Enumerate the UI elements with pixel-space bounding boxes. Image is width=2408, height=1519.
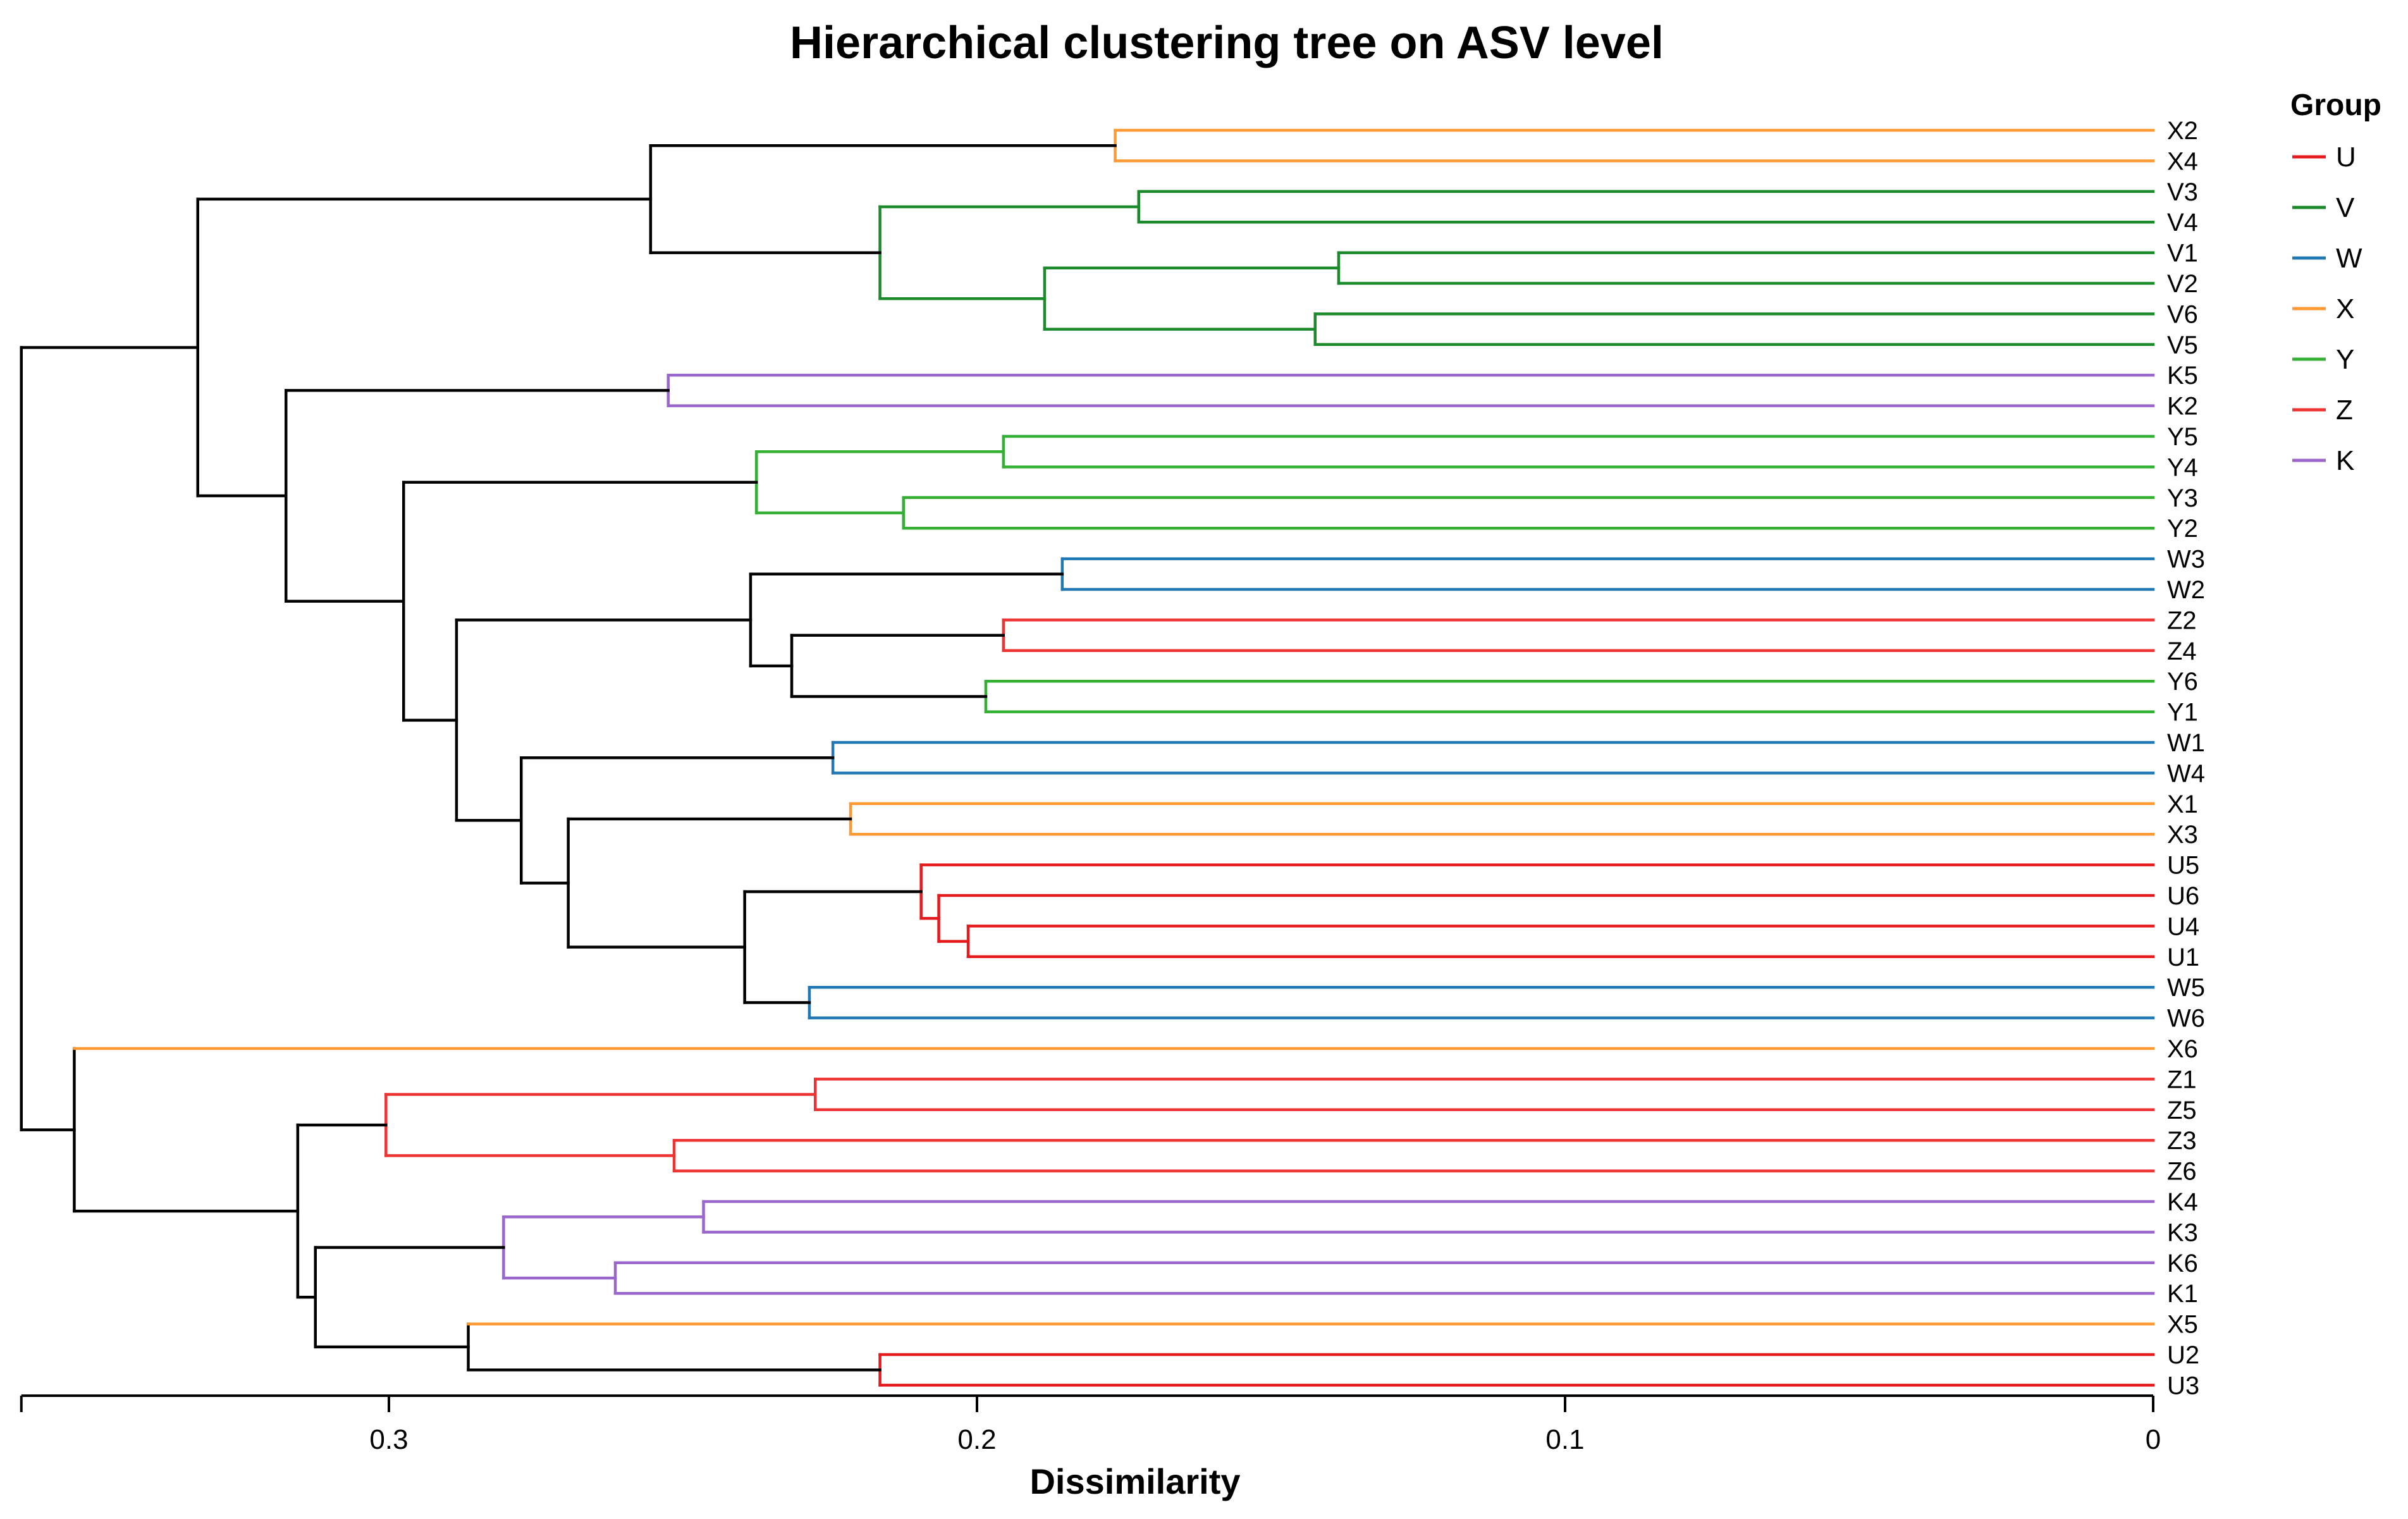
leaf-label: W6 (2167, 1005, 2205, 1033)
leaf-label: U2 (2167, 1341, 2199, 1369)
leaf-label: K2 (2167, 393, 2198, 421)
legend-label: U (2336, 142, 2356, 173)
legend-label: W (2336, 243, 2362, 274)
leaf-label: U3 (2167, 1372, 2199, 1399)
leaf-label: Z1 (2167, 1066, 2197, 1093)
leaf-label: V1 (2167, 240, 2198, 268)
leaf-label: Z2 (2167, 606, 2197, 634)
leaf-label: X4 (2167, 147, 2198, 175)
leaf-label: V3 (2167, 178, 2198, 206)
leaf-label: X2 (2167, 117, 2198, 145)
leaf-label: Z6 (2167, 1158, 2197, 1186)
leaf-label: Y3 (2167, 484, 2198, 512)
x-tick-label: 0 (2146, 1424, 2161, 1455)
leaf-label: Y2 (2167, 515, 2198, 543)
leaf-label: U4 (2167, 913, 2199, 940)
legend-label: K (2336, 445, 2354, 476)
leaf-label: Z4 (2167, 637, 2197, 665)
legend-label: Z (2336, 395, 2353, 426)
legend-label: V (2336, 192, 2355, 223)
leaf-label: V5 (2167, 331, 2198, 359)
leaf-label: K5 (2167, 362, 2198, 390)
chart-title: Hierarchical clustering tree on ASV leve… (790, 18, 1664, 68)
leaf-label: Z5 (2167, 1097, 2197, 1124)
legend-label: Y (2336, 344, 2354, 375)
leaf-label: U6 (2167, 882, 2199, 910)
leaf-label: K6 (2167, 1250, 2198, 1277)
legend-title: Group (2290, 89, 2381, 122)
leaf-label: W4 (2167, 760, 2205, 787)
leaf-label: K4 (2167, 1188, 2198, 1216)
leaf-label: Y1 (2167, 699, 2198, 727)
leaf-label: K1 (2167, 1280, 2198, 1308)
leaf-label: X3 (2167, 821, 2198, 849)
x-axis-label: Dissimilarity (1029, 1461, 1240, 1501)
x-tick-label: 0.2 (957, 1424, 996, 1455)
leaf-label: X5 (2167, 1311, 2198, 1339)
leaf-label: K3 (2167, 1219, 2198, 1246)
leaf-label: W2 (2167, 576, 2205, 604)
x-tick-label: 0.1 (1545, 1424, 1584, 1455)
leaf-label: Y5 (2167, 423, 2198, 451)
x-tick-label: 0.3 (369, 1424, 408, 1455)
leaf-label: V2 (2167, 270, 2198, 298)
leaf-label: W3 (2167, 546, 2205, 574)
leaf-label: U1 (2167, 944, 2199, 971)
leaf-label: V6 (2167, 300, 2198, 328)
leaf-label: Y6 (2167, 668, 2198, 696)
leaf-label: X6 (2167, 1035, 2198, 1063)
leaf-label: W5 (2167, 974, 2205, 1002)
x-axis: 0.3 0.2 0.1 0 (20, 1394, 2161, 1455)
leaf-label: X1 (2167, 790, 2198, 818)
legend-label: X (2336, 293, 2354, 324)
leaf-label: V4 (2167, 209, 2198, 237)
leaf-label: U5 (2167, 852, 2199, 880)
leaf-label: W1 (2167, 729, 2205, 757)
leaf-label: Y4 (2167, 453, 2198, 481)
leaf-label: Z3 (2167, 1127, 2197, 1155)
dendrogram-branches (20, 128, 2155, 1387)
